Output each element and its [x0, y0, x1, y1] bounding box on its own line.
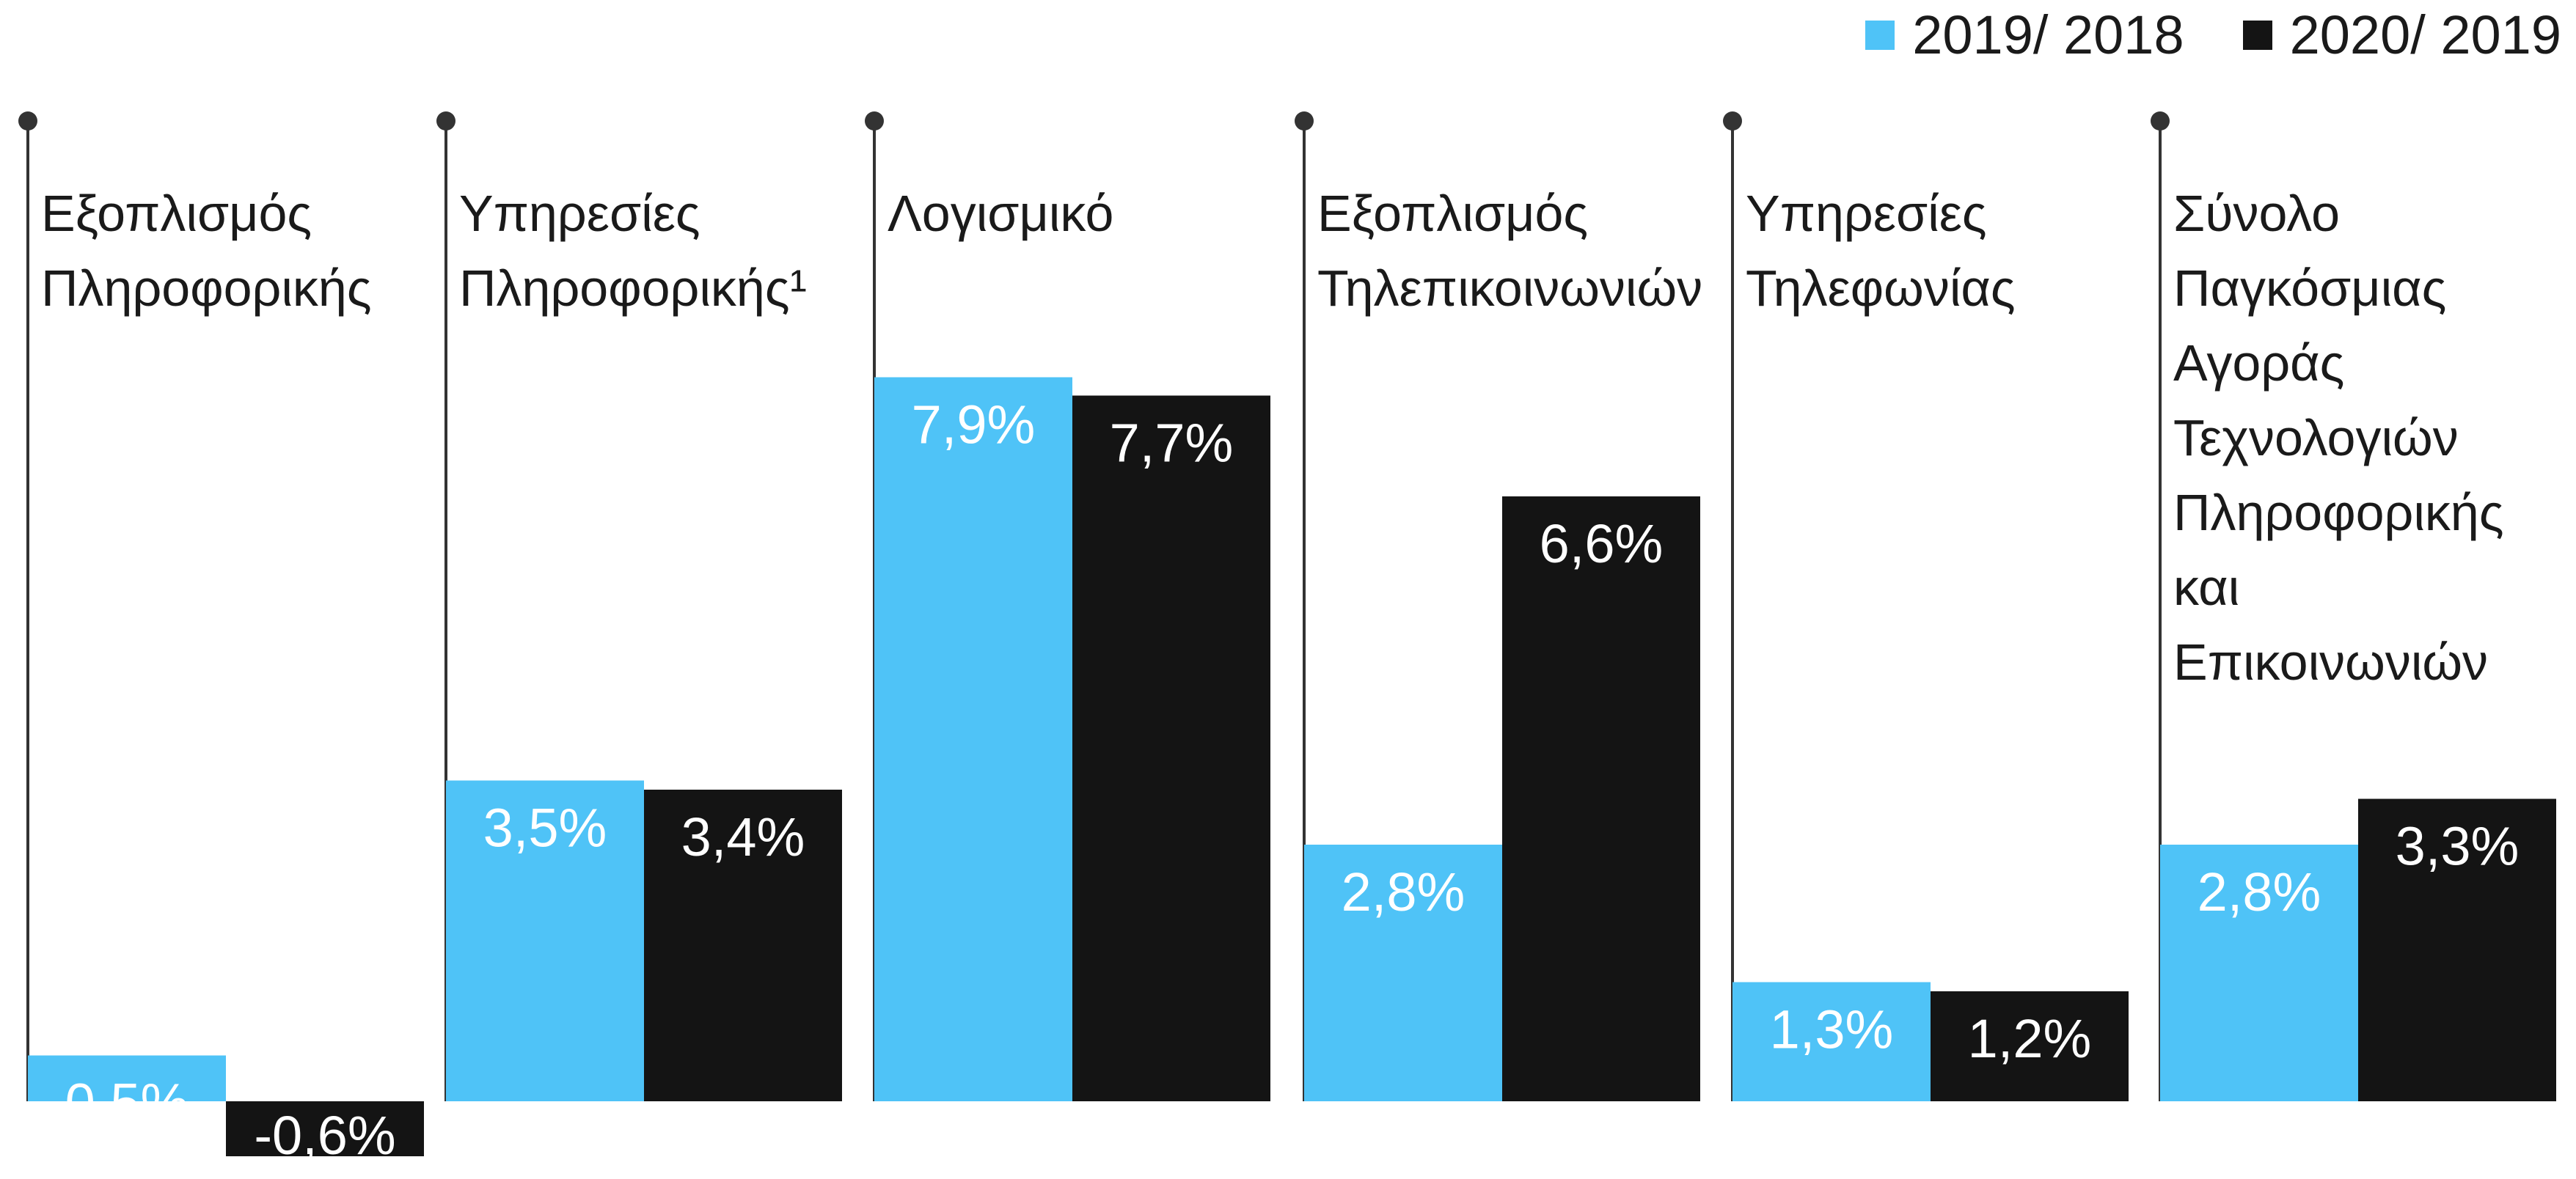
- category-label-line: Τεχνολογιών: [2173, 409, 2459, 466]
- category-label: Υπηρεσίες Πληροφορικής¹: [459, 185, 807, 317]
- bar-2020: [226, 1101, 424, 1156]
- category-label-line: Εξοπλισμός: [1317, 185, 1588, 242]
- legend-label-2020: 2020/ 2019: [2289, 4, 2561, 65]
- legend-item-2020: 2020/ 2019: [2242, 4, 2561, 66]
- data-label: 3,4%: [681, 807, 805, 867]
- data-label: 7,7%: [1110, 413, 1234, 474]
- bar-2020: [1072, 395, 1270, 1101]
- bar-2020: [2358, 798, 2556, 1101]
- bar-2020: [1931, 991, 2129, 1101]
- group-axis-dot: [1723, 111, 1742, 131]
- category-label-line: Τηλεφωνίας: [1746, 260, 2016, 317]
- bar-2020: [1502, 496, 1700, 1101]
- bar-2020: [644, 790, 842, 1101]
- data-label: 1,2%: [1968, 1008, 2092, 1069]
- group-axis-dot: [436, 111, 455, 131]
- legend: 2019/ 2018 2020/ 2019: [1821, 0, 2561, 70]
- category-label-line: Σύνολο: [2173, 185, 2340, 242]
- legend-item-2019: 2019/ 2018: [1865, 4, 2184, 66]
- bar-2019: [874, 377, 1072, 1101]
- category-label-line: Υπηρεσίες: [1746, 185, 1987, 242]
- data-label: -0,6%: [254, 1105, 395, 1166]
- data-label: 6,6%: [1540, 513, 1664, 574]
- data-label: 0,5%: [65, 1073, 189, 1134]
- category-label: Σύνολο Παγκόσμιας Αγοράς Τεχνολογιών Πληροφο…: [2173, 185, 2504, 691]
- data-label: 2,8%: [2198, 862, 2321, 922]
- category-label-line: Πληροφορικής: [41, 260, 372, 317]
- category-label-line: Πληροφορικής: [2173, 484, 2504, 541]
- category-label: Εξοπλισμός Πληροφορικής: [41, 185, 372, 317]
- category-label: Λογισμικό: [888, 185, 1113, 242]
- data-label: 3,5%: [483, 798, 607, 859]
- category-label-line: Εξοπλισμός: [41, 185, 312, 242]
- data-label: 3,3%: [2396, 816, 2520, 877]
- bar-2019: [28, 1055, 226, 1101]
- category-label-line: Τηλεπικοινωνιών: [1317, 260, 1702, 317]
- bar-2019: [2160, 845, 2358, 1101]
- legend-swatch-2020: [2242, 20, 2272, 50]
- legend-swatch-2019: [1865, 20, 1895, 50]
- bar-2019: [446, 780, 644, 1101]
- group-axis-dot: [2151, 111, 2170, 131]
- bar-2019: [1732, 982, 1931, 1101]
- data-label: 7,9%: [912, 394, 1036, 455]
- category-label-line: Υπηρεσίες: [459, 185, 700, 242]
- category-label-line: και: [2173, 559, 2239, 616]
- category-label: Υπηρεσίες Τηλεφωνίας: [1746, 185, 2016, 317]
- group-axis-dot: [18, 111, 37, 131]
- category-label-line: Επικοινωνιών: [2173, 633, 2488, 691]
- category-label-line: Παγκόσμιας: [2173, 260, 2446, 317]
- category-label-line: Πληροφορικής¹: [459, 260, 807, 317]
- legend-label-2019: 2019/ 2018: [1912, 4, 2184, 65]
- group-axis-dot: [865, 111, 884, 131]
- category-label: Εξοπλισμός Τηλεπικοινωνιών: [1317, 185, 1702, 317]
- category-label-line: Λογισμικό: [888, 185, 1113, 242]
- data-label: 1,3%: [1770, 999, 1894, 1060]
- data-label: 2,8%: [1342, 862, 1466, 922]
- category-label-line: Αγοράς: [2173, 334, 2344, 392]
- group-axis-dot: [1295, 111, 1314, 131]
- bar-2019: [1304, 845, 1502, 1101]
